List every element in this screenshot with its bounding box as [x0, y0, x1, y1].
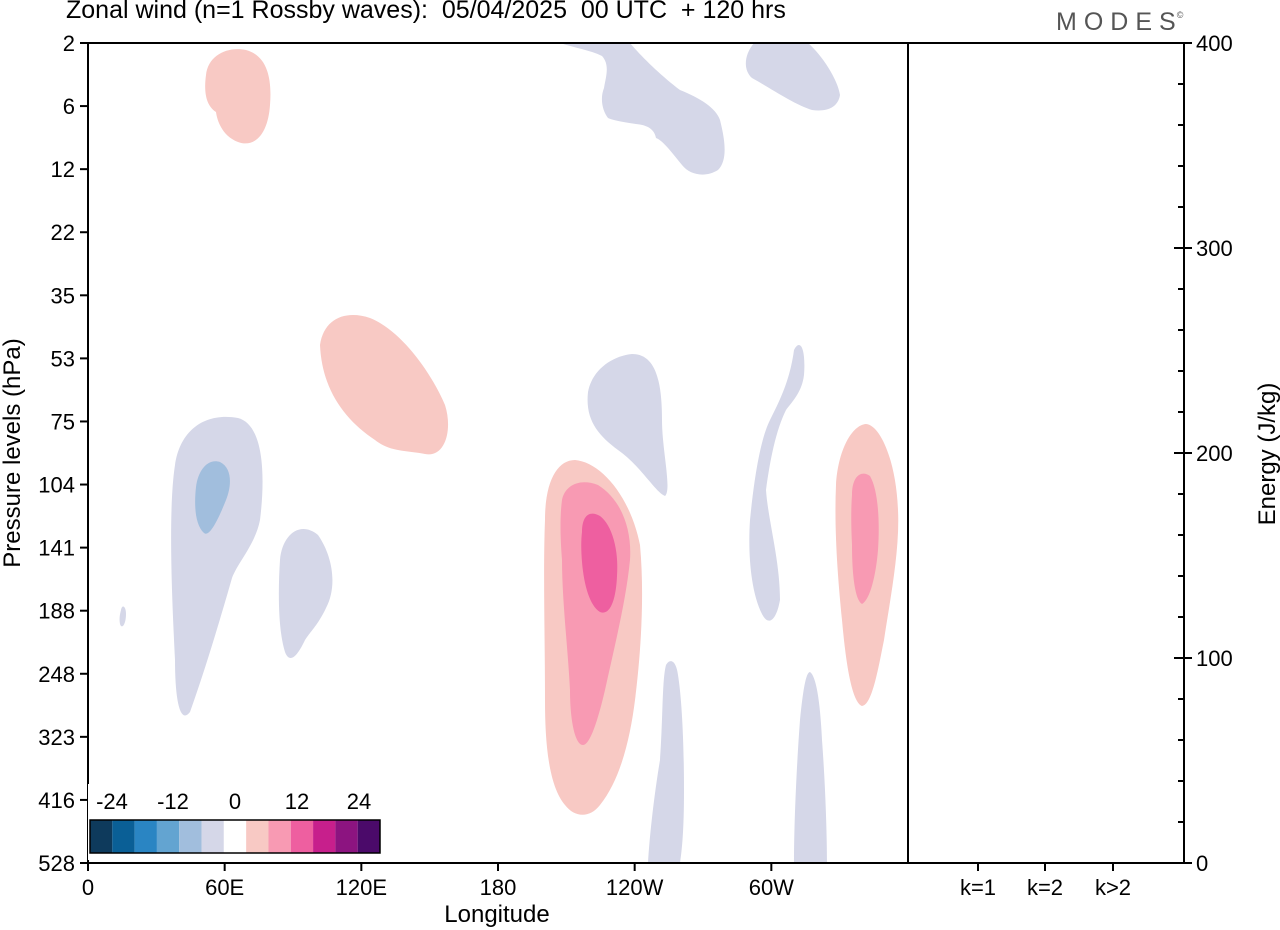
brand-logo: MODES©: [1056, 8, 1189, 37]
colorbar-swatch: [112, 820, 135, 853]
colorbar-swatch: [201, 820, 224, 853]
energy-tick-label: 0: [1196, 851, 1208, 876]
bar-category-label: k=2: [1027, 875, 1063, 900]
energy-bar-3: [1089, 862, 1137, 864]
colorbar-swatch: [290, 820, 314, 853]
colorbar-label: -12: [157, 789, 189, 814]
colorbar-swatch: [357, 820, 380, 853]
y-tick-label: 248: [38, 662, 75, 687]
colorbar-swatch: [134, 820, 157, 853]
y-axis-right-title: Energy (J/kg): [1254, 383, 1280, 526]
x-tick-label: 60W: [749, 875, 794, 900]
energy-tick-label: 200: [1196, 441, 1233, 466]
x-axis-title: Longitude: [444, 901, 549, 928]
logo-text: MODES: [1056, 8, 1183, 36]
colorbar-swatch: [313, 820, 336, 853]
colorbar-swatch: [156, 820, 180, 853]
contour-negative-4-central-upper: [587, 354, 668, 496]
y-tick-label: 323: [38, 725, 75, 750]
colorbar-border: [89, 819, 381, 854]
contour-positive-12-central: [581, 513, 618, 613]
contour-negative-4-right-lower: [794, 672, 827, 863]
colorbar-label: 12: [285, 789, 309, 814]
colorbar-label: 0: [229, 789, 241, 814]
contour-negative-4-left-large: [171, 416, 263, 716]
colorbar-swatch: [246, 820, 269, 853]
y-tick-label: 12: [51, 157, 75, 182]
y-tick-label: 104: [38, 473, 75, 498]
y-tick-label: 6: [63, 94, 75, 119]
contour-positive-8-right: [851, 473, 879, 604]
bar-category-label: k>2: [1095, 875, 1131, 900]
colorbar-legend: -24 -12 0 12 24: [88, 784, 384, 860]
contour-negative-4-far-left-dot: [119, 606, 126, 627]
x-tick-label: 120W: [606, 875, 664, 900]
y-axis-energy: 0 100 200 300 400: [1174, 31, 1233, 876]
y-tick-label: 35: [51, 283, 75, 308]
y-axis-title: Pressure levels (hPa): [0, 338, 26, 567]
y-axis-pressure: 2 6 12 22 35 53 75 104 141 188 248 323 416 528: [38, 31, 88, 876]
bar-category-label: k=1: [960, 875, 996, 900]
y-tick-label: 22: [51, 220, 75, 245]
energy-bar-1: [954, 862, 1002, 864]
colorbar-swatch: [268, 820, 291, 853]
contour-negative-4-right-upper: [749, 344, 805, 621]
x-tick-label: 120E: [336, 875, 387, 900]
y-tick-label: 188: [38, 599, 75, 624]
contour-positive-4-upper-left: [205, 49, 271, 144]
contour-negative-4-center-lower: [648, 661, 684, 863]
y-tick-label: 75: [51, 409, 75, 434]
energy-tick-label: 300: [1196, 236, 1233, 261]
y-tick-label: 53: [51, 346, 75, 371]
x-tick-label: 0: [82, 875, 94, 900]
x-axis-longitude: 0 60E 120E 180 120W 60W: [82, 863, 794, 900]
energy-bars: k=1 k=2 k>2: [954, 862, 1137, 900]
x-tick-label: 60E: [205, 875, 244, 900]
logo-mark: ©: [1176, 10, 1184, 20]
y-tick-label: 141: [38, 536, 75, 561]
x-tick-label: 180: [480, 875, 517, 900]
contour-field: [119, 43, 899, 863]
y-tick-label: 528: [38, 851, 75, 876]
energy-tick-label: 100: [1196, 646, 1233, 671]
y-tick-label: 416: [38, 788, 75, 813]
contour-positive-4-mid-left: [320, 315, 449, 455]
colorbar-swatch: [179, 820, 202, 853]
contour-negative-4-top-center: [560, 43, 725, 175]
colorbar-label: 24: [347, 789, 371, 814]
colorbar-swatch: [335, 820, 358, 853]
y-tick-label: 2: [63, 31, 75, 56]
contour-negative-4-left-small: [278, 529, 333, 659]
colorbar-swatch: [90, 820, 113, 853]
contour-negative-8-left: [195, 461, 230, 534]
chart-title: Zonal wind (n=1 Rossby waves): 05/04/202…: [66, 0, 786, 24]
colorbar-swatch: [223, 820, 247, 853]
colorbar-label: -24: [96, 789, 128, 814]
contour-negative-4-top-right: [745, 43, 840, 111]
energy-tick-label: 400: [1196, 31, 1233, 56]
